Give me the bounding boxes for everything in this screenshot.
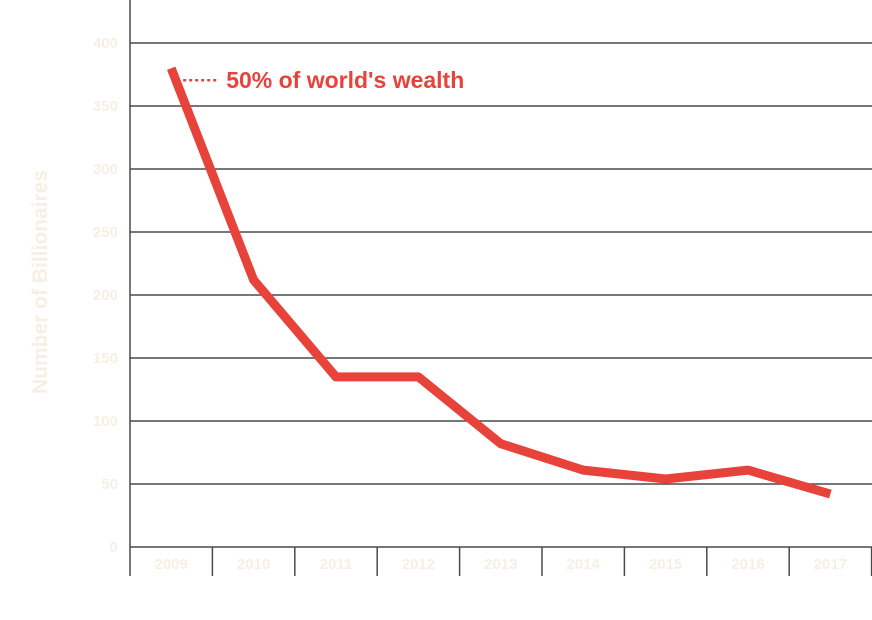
annotation-label: 50% of world's wealth — [226, 67, 464, 93]
y-axis-label: Number of Billionaires — [29, 170, 52, 394]
y-tick-labels: 0 50 100 150 200 250 300 350 400 — [93, 35, 118, 556]
series-group — [167, 66, 832, 499]
x-tick-label: 2017 — [814, 556, 847, 573]
x-tick-labels: 2009 2010 2011 2012 2013 2014 2015 2016 2017 — [155, 556, 848, 573]
x-tick-label: 2016 — [731, 556, 764, 573]
gridlines — [129, 0, 872, 548]
x-tick-label: 2015 — [649, 556, 682, 573]
x-tick-label: 2014 — [567, 556, 601, 573]
annotation-group: 50% of world's wealth — [177, 67, 464, 93]
x-tick-label: 2013 — [484, 556, 517, 573]
y-tick-label: 100 — [93, 413, 118, 430]
y-tick-label: 0 — [110, 539, 118, 556]
x-tick-label: 2011 — [320, 556, 353, 573]
x-tick-label: 2012 — [402, 556, 435, 573]
x-axis — [129, 547, 872, 576]
y-tick-label: 300 — [93, 161, 118, 178]
y-tick-label: 50 — [101, 476, 118, 493]
series-line — [167, 66, 832, 499]
y-tick-label: 350 — [93, 98, 118, 115]
x-tick-label: 2009 — [155, 556, 188, 573]
y-tick-label: 400 — [93, 35, 118, 52]
y-tick-label: 150 — [93, 350, 118, 367]
y-tick-label: 250 — [93, 224, 118, 241]
x-tick-label: 2010 — [237, 556, 270, 573]
y-tick-label: 200 — [93, 287, 118, 304]
